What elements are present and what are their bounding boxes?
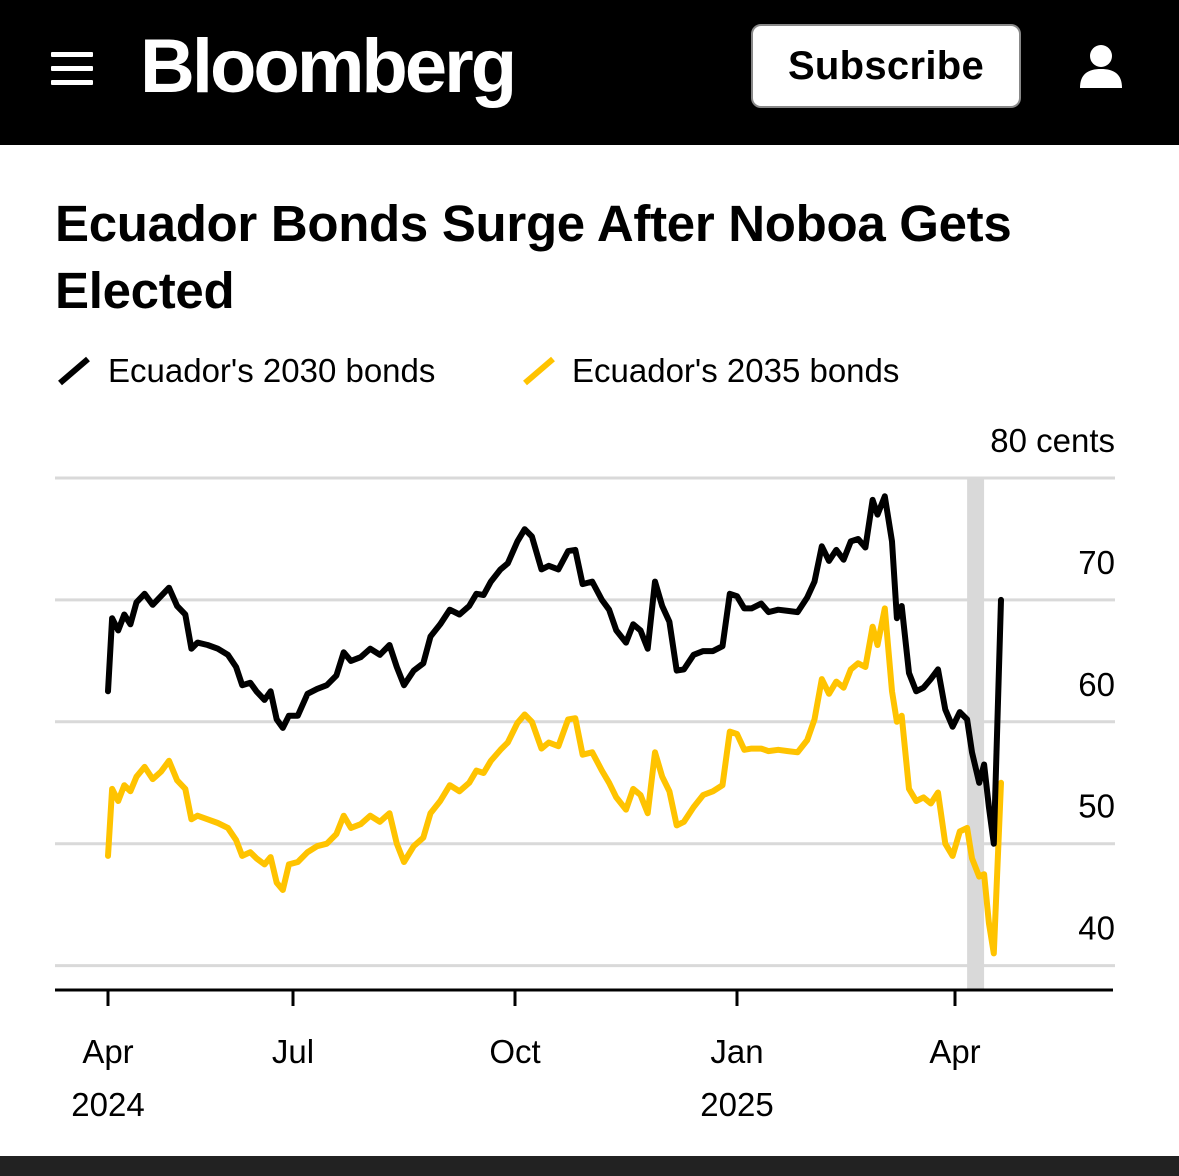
bloomberg-logo[interactable]: Bloomberg xyxy=(140,24,517,109)
bond-price-line-chart: 80 cents 70 60 50 40 Apr 2024 Jul Oct Jan 2025 Apr xyxy=(55,422,1115,1123)
y-axis-unit-label: 80 cents xyxy=(990,422,1115,459)
y-tick-label-40: 40 xyxy=(1078,910,1115,947)
y-tick-label-50: 50 xyxy=(1078,788,1115,825)
x-tick-year-label-0: 2024 xyxy=(71,1086,144,1123)
x-tick-label-4: Apr xyxy=(929,1033,980,1070)
subscribe-button[interactable]: Subscribe xyxy=(751,24,1021,108)
series-line-2030-bonds xyxy=(105,493,1004,847)
x-tick-year-label-3: 2025 xyxy=(700,1086,773,1123)
series-line-2035-bonds xyxy=(105,605,1004,957)
hamburger-menu-icon[interactable] xyxy=(51,52,93,86)
legend-swatch-2030 xyxy=(58,356,90,386)
x-tick-label-2: Oct xyxy=(489,1033,540,1070)
x-tick-label-1: Jul xyxy=(272,1033,314,1070)
x-tick-label-0: Apr xyxy=(82,1033,133,1070)
y-tick-label-70: 70 xyxy=(1078,544,1115,581)
top-navigation-bar: Bloomberg Subscribe xyxy=(0,0,1179,145)
legend-label-2035: Ecuador's 2035 bonds xyxy=(572,352,900,389)
footer-bar xyxy=(0,1156,1179,1176)
chart-title: Ecuador Bonds Surge After Noboa Gets Ele… xyxy=(55,195,1012,319)
y-tick-label-60: 60 xyxy=(1078,666,1115,703)
legend-swatch-2035 xyxy=(523,356,555,386)
x-tick-label-3: Jan xyxy=(710,1033,763,1070)
user-account-icon[interactable] xyxy=(1078,44,1124,88)
legend-label-2030: Ecuador's 2030 bonds xyxy=(108,352,436,389)
